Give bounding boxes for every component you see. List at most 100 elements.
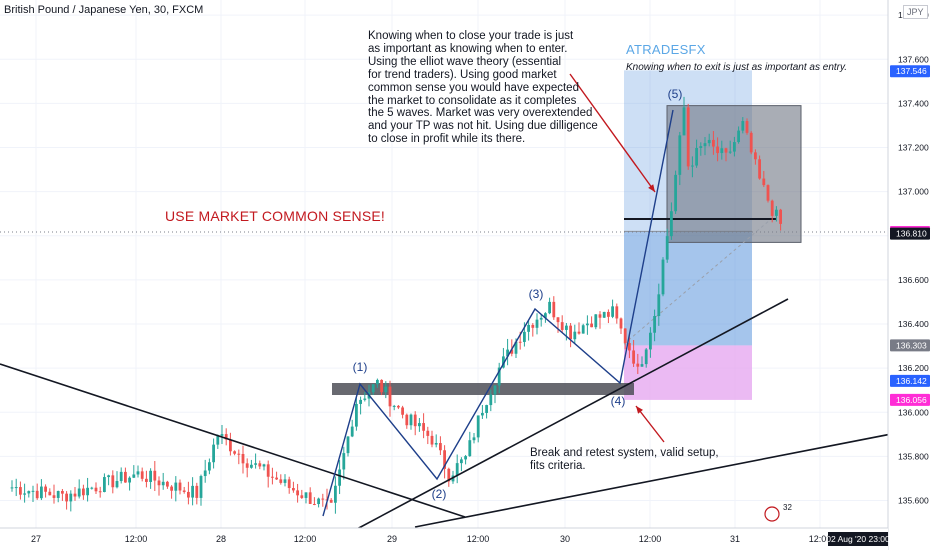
candle-body (73, 493, 77, 497)
currency-label[interactable]: JPY (903, 5, 928, 19)
candle-body (531, 324, 535, 328)
candle-body (581, 325, 585, 334)
time-tick-label: 12:00 (294, 534, 317, 544)
candle-body (460, 459, 463, 464)
time-tick-label: 12:00 (809, 534, 832, 544)
candle-body (665, 236, 669, 260)
candle-body (539, 317, 543, 320)
candle-body (220, 434, 224, 436)
candle-body (502, 356, 505, 368)
candle-body (132, 474, 136, 478)
candle-body (619, 318, 623, 329)
price-label: 136.056 (896, 395, 927, 405)
candle-body (749, 132, 753, 153)
wave-label: (2) (432, 487, 447, 501)
price-label-bg (890, 393, 930, 406)
price-label: 136.142 (896, 376, 927, 386)
wave-label: (4) (611, 394, 626, 408)
candle-body (321, 498, 325, 500)
candle-body (103, 477, 106, 493)
candle-body (136, 471, 140, 475)
time-cursor-bg (828, 532, 888, 546)
note-line: Using the elliot wave theory (essential (368, 55, 562, 68)
candle-body (380, 379, 383, 393)
price-tick-label: 136.600 (898, 275, 929, 285)
candle-body (766, 185, 770, 201)
candle-body (695, 147, 698, 166)
price-label-bg (890, 227, 930, 240)
candle-body (712, 139, 715, 147)
candle-body (535, 319, 539, 328)
candle-body (338, 469, 341, 486)
candle-body (388, 386, 392, 407)
projection-line (623, 219, 771, 345)
price-axis-bg (888, 0, 932, 550)
price-tick-label: 135.600 (898, 496, 929, 506)
arrow-to-wave5 (569, 73, 656, 193)
note-line: for trend traders). Using good market (368, 68, 557, 81)
candle-body (241, 453, 245, 464)
time-tick-label: 12:00 (639, 534, 662, 544)
candle-body (191, 485, 194, 498)
candle-body (254, 463, 257, 465)
candle-body (762, 178, 766, 186)
candle-body (602, 311, 606, 318)
candle-body (754, 152, 757, 160)
candle-body (48, 491, 52, 496)
candle-body (682, 107, 686, 136)
price-tick-label: 136.400 (898, 319, 929, 329)
price-label-bg (890, 374, 930, 387)
candle-body (35, 490, 39, 499)
candle-body (61, 491, 64, 494)
candle-body (661, 259, 665, 295)
candle-body (405, 414, 409, 426)
candle-body (262, 464, 266, 467)
candle-body (523, 331, 526, 342)
price-tick-label: 135.800 (898, 451, 929, 461)
candle-body (178, 482, 182, 491)
candle-body (678, 135, 682, 175)
trendline (0, 363, 466, 518)
symbol-title: British Pound / Japanese Yen, 30, FXCM (4, 4, 204, 16)
candle-body (670, 211, 673, 237)
note-line: Knowing when to close your trade is just (368, 30, 574, 42)
candle-body (304, 492, 308, 498)
candle-body (145, 478, 148, 482)
candle-body (485, 405, 488, 413)
candle-body (346, 436, 350, 454)
candle-body (691, 165, 694, 167)
candle-body (271, 476, 274, 478)
candle-body (409, 414, 413, 426)
candle-body (674, 174, 677, 212)
candle-body (65, 493, 68, 502)
candle-body (565, 325, 568, 330)
candle-body (548, 301, 551, 314)
wave-label: (5) (668, 87, 683, 101)
candle-body (174, 482, 178, 491)
candle-body (573, 331, 577, 340)
candle-body (779, 209, 782, 224)
candle-body (544, 313, 547, 318)
candle-body (287, 479, 291, 489)
elliott-wave-line (322, 109, 674, 517)
price-tick-label: 137.200 (898, 143, 929, 153)
candle-body (14, 487, 18, 489)
candle-body (649, 332, 652, 350)
candle-body (216, 435, 220, 445)
price-axis[interactable]: 135.600 135.800 136.000 136.200 136.400 136.6… (887, 0, 932, 550)
candle-body (27, 491, 31, 494)
arrow-to-wave4 (635, 405, 665, 443)
candle-body (493, 385, 497, 395)
candle-body (296, 490, 299, 496)
candle-body (716, 146, 719, 154)
candle-body (703, 143, 707, 147)
candle-body (376, 379, 379, 385)
candle-body (233, 451, 236, 454)
note-line: Break and retest system, valid setup, (530, 447, 719, 459)
candle-body (724, 148, 728, 153)
candle-body (506, 349, 509, 357)
candle-body (157, 480, 161, 486)
candle-body (384, 386, 388, 393)
